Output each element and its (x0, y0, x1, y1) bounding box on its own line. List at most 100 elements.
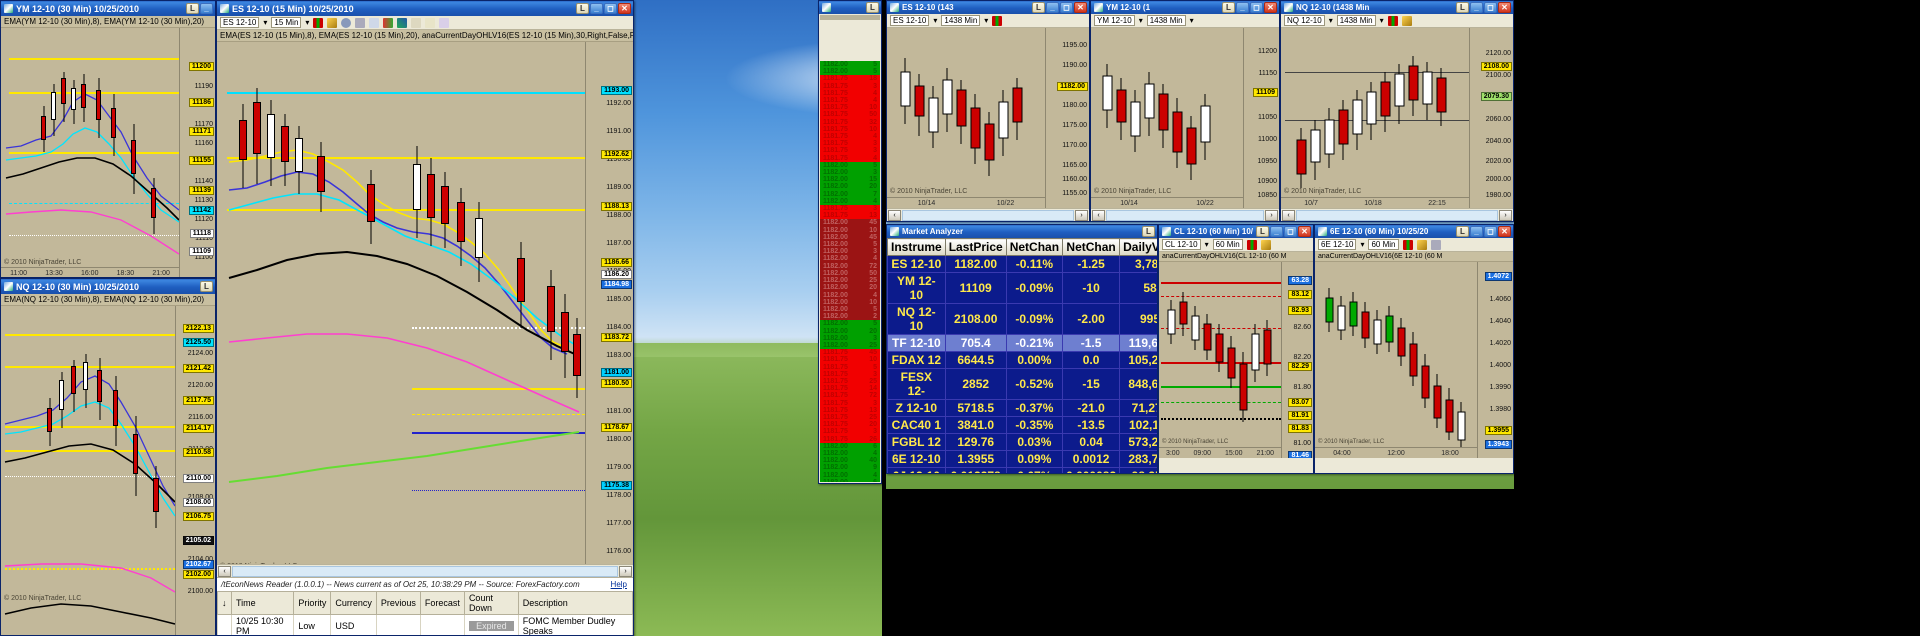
maximize-button[interactable]: ◻ (1284, 226, 1297, 237)
chevron-down-icon[interactable]: ▾ (305, 18, 310, 27)
instrument-selector[interactable]: ES 12-10 (890, 15, 930, 26)
table-row[interactable]: YM 12-10 11109 -0.09% -10 58 (887, 272, 1157, 304)
chevron-down-icon[interactable]: ▾ (263, 18, 268, 27)
maximize-button[interactable]: ◻ (604, 3, 617, 14)
candlestick-style-icon[interactable] (1402, 239, 1413, 250)
window-market-analyzer[interactable]: Market Analyzer L Instrume LastPrice Net… (886, 224, 1158, 474)
lock-button[interactable]: L (1142, 226, 1155, 237)
chevron-down-icon[interactable]: ▾ (1379, 16, 1384, 25)
chart-toolbar[interactable]: YM 12-10 ▾ 1438 Min ▾ (1091, 14, 1279, 28)
scroll-left-arrow[interactable]: ‹ (1282, 209, 1295, 221)
instrument-selector[interactable]: CL 12-10 (1162, 239, 1201, 250)
titlebar-time-and-sales[interactable]: L (819, 1, 881, 14)
crosshair-tool-icon[interactable] (355, 17, 366, 28)
scroll-right-arrow[interactable]: › (1075, 209, 1088, 221)
window-nq-1438min[interactable]: NQ 12-10 (1438 Min L _ ◻ ✕ NQ 12-10 ▾ 14… (1280, 0, 1514, 222)
minimize-button[interactable]: _ (200, 3, 213, 14)
market-analyzer-table[interactable]: Instrume LastPrice NetChan NetChan Daily… (887, 238, 1157, 473)
scroll-thumb[interactable] (1106, 209, 1264, 221)
instrument-selector[interactable]: NQ 12-10 (1284, 15, 1325, 26)
close-button[interactable]: ✕ (1498, 226, 1511, 237)
news-col-currency[interactable]: Currency (330, 591, 377, 615)
news-help-link[interactable]: Help (610, 580, 627, 589)
chart-hscrollbar[interactable]: ‹ › (887, 208, 1089, 221)
instrument-selector[interactable]: YM 12-10 (1094, 15, 1135, 26)
interval-selector[interactable]: 60 Min (1212, 239, 1243, 250)
titlebar-cl-60min[interactable]: CL 12-10 (60 Min) 10/25/20 L _ ◻ ✕ (1159, 225, 1313, 238)
chart-plot-area[interactable]: © 2010 NinjaTrader, LLC 83.0082.60 82.20… (1159, 262, 1313, 458)
chart-hscrollbar[interactable]: ‹ › (217, 564, 633, 577)
minimize-button[interactable]: _ (1270, 226, 1283, 237)
chart-hscrollbar[interactable]: ‹ › (1281, 208, 1513, 221)
chart-toolbar[interactable]: NQ 12-10 ▾ 1438 Min ▾ (1281, 14, 1513, 28)
chevron-down-icon[interactable]: ▾ (1360, 240, 1365, 249)
window-ym-1438min[interactable]: YM 12-10 (1 L _ ◻ ✕ YM 12-10 ▾ 1438 Min … (1090, 0, 1280, 222)
window-6e-60min[interactable]: 6E 12-10 (60 Min) 10/25/20 L _ ◻ ✕ 6E 12… (1314, 224, 1514, 474)
news-col-countdown[interactable]: Count Down (463, 591, 519, 615)
strategies-icon[interactable] (397, 17, 408, 28)
chevron-down-icon[interactable]: ▾ (1204, 240, 1209, 249)
minimize-button[interactable]: _ (1236, 2, 1249, 13)
pencil-tool-icon[interactable] (327, 17, 338, 28)
chevron-down-icon[interactable]: ▾ (1138, 16, 1143, 25)
lock-button[interactable]: L (866, 2, 879, 13)
chart-toolbar[interactable]: CL 12-10 ▾ 60 Min (1159, 238, 1313, 252)
maximize-button[interactable]: ◻ (1484, 2, 1497, 13)
chart-hscrollbar[interactable]: ‹ › (1091, 208, 1279, 221)
pencil-tool-icon[interactable] (1416, 239, 1427, 250)
indicators-icon[interactable] (383, 17, 394, 28)
data-box-icon[interactable] (369, 17, 380, 28)
chevron-down-icon[interactable]: ▾ (1328, 16, 1333, 25)
window-ym-30min[interactable]: YM 12-10 (30 Min) 10/25/2010 L _ EMA(YM … (0, 0, 216, 278)
instrument-selector[interactable]: ES 12-10 (220, 17, 260, 28)
lock-button[interactable]: L (1222, 2, 1235, 13)
maximize-button[interactable]: ◻ (1250, 2, 1263, 13)
window-buttons[interactable]: L _ ◻ ✕ (576, 3, 631, 14)
news-col-time[interactable]: Time (230, 591, 295, 615)
scroll-thumb[interactable] (232, 565, 618, 577)
news-col-description[interactable]: Description (517, 591, 633, 615)
instrument-selector[interactable]: 6E 12-10 (1318, 239, 1357, 250)
titlebar-nq-30min[interactable]: NQ 12-10 (30 Min) 10/25/2010 L (1, 279, 215, 294)
chevron-down-icon[interactable]: ▾ (933, 16, 938, 25)
candlestick-style-icon[interactable] (992, 15, 1003, 26)
minimize-button[interactable]: _ (1046, 2, 1059, 13)
candlestick-style-icon[interactable] (1246, 239, 1257, 250)
titlebar-es-15min[interactable]: ES 12-10 (15 Min) 10/25/2010 L _ ◻ ✕ (217, 1, 633, 16)
news-reader-panel[interactable]: /tEconNews Reader (1.0.0.1) -- News curr… (217, 577, 633, 635)
interval-selector[interactable]: 1438 Min (1146, 15, 1186, 26)
table-header-row[interactable]: Instrume LastPrice NetChan NetChan Daily… (887, 238, 1157, 256)
interval-selector[interactable]: 60 Min (1368, 239, 1399, 250)
window-nq-30min[interactable]: NQ 12-10 (30 Min) 10/25/2010 L EMA(NQ 12… (0, 278, 216, 636)
chart-plot-area[interactable]: © 2010 NinjaTrader, LLC 1195.00 1190.00 1… (887, 28, 1089, 208)
chart-plot-area[interactable]: © 2010 NinjaTrader, LLC 2120.00 2100.00 2… (1281, 28, 1513, 208)
scroll-left-arrow[interactable]: ‹ (218, 565, 231, 577)
col-lastprice[interactable]: LastPrice (944, 238, 1007, 256)
window-buttons[interactable]: L (200, 281, 213, 292)
news-table[interactable]: ↓ Time Priority Currency Previous Foreca… (217, 591, 633, 635)
chevron-down-icon[interactable]: ▾ (984, 16, 989, 25)
table-row[interactable]: 6J 12-100.0123780.67%0.00008298,252 (887, 467, 1157, 473)
minimize-button[interactable]: _ (590, 3, 603, 14)
chevron-down-icon[interactable]: ▾ (1189, 16, 1194, 25)
lock-button[interactable]: L (200, 281, 213, 292)
col-dailyvolume[interactable]: DailyVolu (1119, 238, 1157, 256)
sort-indicator[interactable]: ↓ (217, 591, 232, 615)
chart-toolbar[interactable]: 6E 12-10 ▾ 60 Min (1315, 238, 1513, 252)
scroll-right-arrow[interactable]: › (619, 565, 632, 577)
chart-plot-area[interactable]: © 2010 NinjaTrader, LLC 1120011190 11180… (1, 28, 215, 277)
close-button[interactable]: ✕ (1298, 226, 1311, 237)
window-cl-60min[interactable]: CL 12-10 (60 Min) 10/25/20 L _ ◻ ✕ CL 12… (1158, 224, 1314, 474)
window-buttons[interactable]: L _ (186, 3, 213, 14)
titlebar-6e-60min[interactable]: 6E 12-10 (60 Min) 10/25/20 L _ ◻ ✕ (1315, 225, 1513, 238)
lock-button[interactable]: L (186, 3, 199, 14)
col-netchange-pct[interactable]: NetChan (1005, 238, 1064, 256)
pencil-tool-icon[interactable] (1401, 15, 1412, 26)
